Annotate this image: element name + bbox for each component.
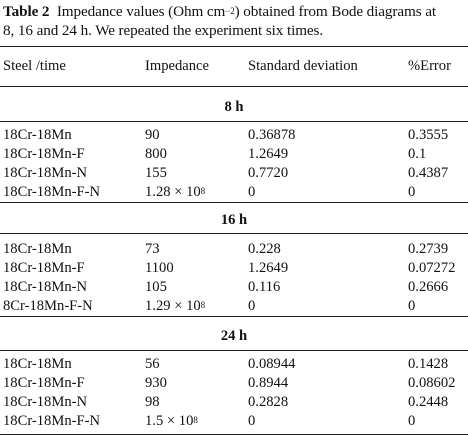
header-error: %Error: [408, 58, 451, 74]
top-rule: [0, 46, 468, 47]
steel-cell: 18Cr-18Mn-F: [3, 146, 85, 162]
std-dev-cell: 0.116: [248, 279, 281, 295]
steel-cell: 18Cr-18Mn-F: [3, 260, 85, 276]
header-impedance: Impedance: [145, 58, 210, 74]
impedance-cell: 98: [145, 394, 160, 410]
caption-line-1: Table 2 Impedance values (Ohm cm−2) obta…: [3, 2, 465, 21]
steel-cell: 18Cr-18Mn: [3, 127, 72, 143]
std-dev-cell: 0.08944: [248, 356, 296, 372]
section-title: 24 h: [220, 328, 248, 344]
steel-cell: 18Cr-18Mn: [3, 356, 72, 372]
caption-label: Table 2: [3, 3, 50, 20]
section-rule: [0, 350, 468, 351]
caption-text-b: ) obtained from Bode diagrams at: [234, 3, 436, 20]
std-dev-cell: 0: [248, 184, 256, 200]
caption-line-2: 8, 16 and 24 h. We repeated the experime…: [3, 22, 324, 39]
error-cell: 0: [408, 184, 416, 200]
table-caption: Table 2 Impedance values (Ohm cm−2) obta…: [3, 2, 465, 40]
header-steel-time: Steel /time: [3, 58, 66, 74]
steel-cell: 18Cr-18Mn-F: [3, 375, 85, 391]
section-rule: [0, 121, 468, 122]
impedance-cell: 1.29 × 108: [145, 298, 206, 314]
std-dev-cell: 0: [248, 413, 256, 429]
error-cell: 0.4387: [408, 165, 449, 181]
steel-cell: 18Cr-18Mn-N: [3, 279, 88, 295]
header-rule: [0, 86, 468, 87]
std-dev-cell: 0: [248, 298, 256, 314]
section-rule: [0, 233, 468, 234]
error-cell: 0.3555: [408, 127, 449, 143]
section-end-rule: [0, 202, 468, 203]
std-dev-cell: 0.36878: [248, 127, 296, 143]
error-cell: 0.2739: [408, 241, 449, 257]
impedance-cell: 930: [145, 375, 167, 391]
impedance-cell: 56: [145, 356, 160, 372]
error-cell: 0.2666: [408, 279, 449, 295]
impedance-cell: 73: [145, 241, 160, 257]
steel-cell: 8Cr-18Mn-F-N: [3, 298, 93, 314]
steel-cell: 18Cr-18Mn: [3, 241, 72, 257]
section-title: 16 h: [220, 212, 248, 228]
error-cell: 0.07272: [408, 260, 456, 276]
steel-cell: 18Cr-18Mn-F-N: [3, 413, 100, 429]
steel-cell: 18Cr-18Mn-F-N: [3, 184, 100, 200]
section-title: 8 h: [224, 99, 244, 115]
caption-unit-exponent: −2: [225, 6, 235, 16]
steel-cell: 18Cr-18Mn-N: [3, 394, 88, 410]
impedance-cell: 1100: [145, 260, 174, 276]
error-cell: 0: [408, 298, 416, 314]
std-dev-cell: 1.2649: [248, 260, 289, 276]
impedance-cell: 105: [145, 279, 167, 295]
impedance-cell: 1.28 × 108: [145, 184, 206, 200]
std-dev-cell: 0.2828: [248, 394, 289, 410]
error-cell: 0.2448: [408, 394, 449, 410]
caption-text-a: Impedance values (Ohm cm: [56, 3, 226, 20]
std-dev-cell: 0.228: [248, 241, 281, 257]
error-cell: 0.08602: [408, 375, 456, 391]
impedance-cell: 90: [145, 127, 160, 143]
impedance-cell: 1.5 × 108: [145, 413, 198, 429]
std-dev-cell: 0.7720: [248, 165, 289, 181]
error-cell: 0.1: [408, 146, 427, 162]
error-cell: 0: [408, 413, 416, 429]
std-dev-cell: 0.8944: [248, 375, 289, 391]
std-dev-cell: 1.2649: [248, 146, 289, 162]
bottom-rule: [0, 434, 468, 435]
section-end-rule: [0, 316, 468, 317]
impedance-cell: 155: [145, 165, 167, 181]
header-standard-deviation: Standard deviation: [248, 58, 358, 74]
steel-cell: 18Cr-18Mn-N: [3, 165, 88, 181]
error-cell: 0.1428: [408, 356, 449, 372]
impedance-cell: 800: [145, 146, 167, 162]
